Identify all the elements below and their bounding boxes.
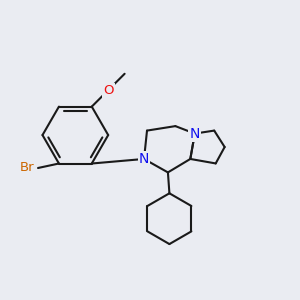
Text: Br: Br	[20, 161, 34, 175]
Text: O: O	[103, 84, 113, 97]
Text: N: N	[139, 152, 149, 166]
Text: N: N	[190, 127, 200, 141]
